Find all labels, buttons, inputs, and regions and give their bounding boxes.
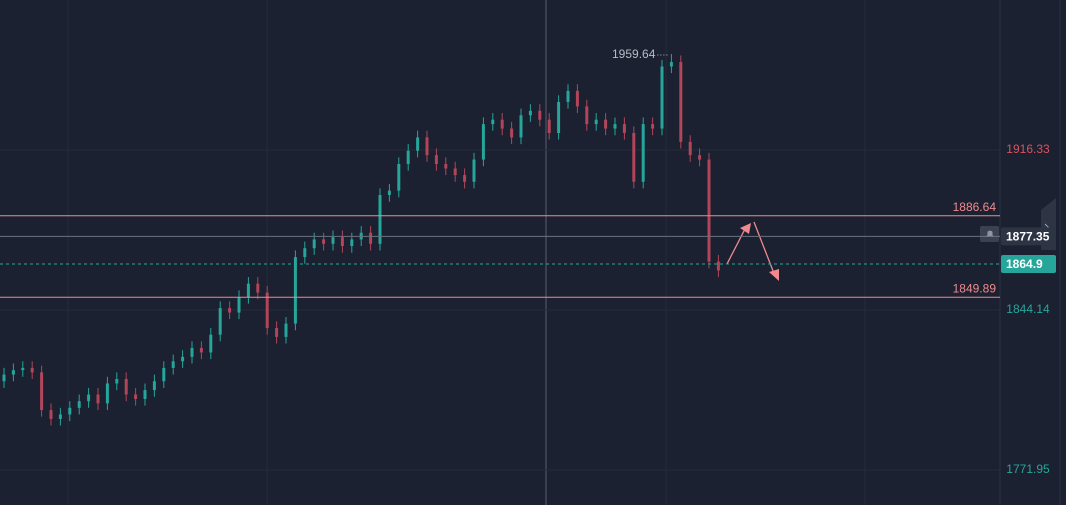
drawn-arrows [726,221,776,277]
candle-body [613,124,617,129]
candle-body [698,155,702,160]
candle-body [199,347,203,353]
candle-body [322,239,326,244]
candle-body [660,66,664,129]
candle-body [115,379,119,384]
price-box-label: 1877.35 [1006,230,1050,244]
candle-body [275,328,279,337]
candle-body [463,175,467,182]
candle-body [246,283,250,298]
candle-body [49,410,53,419]
candle-body [209,334,213,353]
candle-body [453,168,457,176]
candle-body [434,155,438,165]
arrow-up [726,226,747,265]
candle-body [566,90,570,102]
candle-body [538,110,542,120]
candle-body [369,232,373,244]
bell-icon [985,230,994,237]
candle-body [87,394,91,402]
candle-body [256,283,260,293]
candle-body [425,137,429,156]
candle-body [350,239,354,247]
candle-body [651,124,655,129]
candle-body [340,237,344,247]
candle-body [406,150,410,165]
high-annotation: 1959.64 [612,47,656,61]
candle-body [575,90,579,107]
candle-body [77,401,81,408]
candle-body [40,372,44,411]
candle-body [679,62,683,142]
candle-body [622,124,626,133]
candle-body [265,292,269,329]
candle-body [58,414,62,419]
candle-body [143,390,147,399]
candle-body [96,394,100,404]
candle-body [218,308,222,335]
candle-body [669,62,673,67]
candle-body [444,164,448,169]
price-box-label: 1864.9 [1006,257,1043,271]
candle-body [716,261,720,271]
candle-body [500,119,504,129]
candle-body [378,195,382,244]
arrow-head [769,269,779,281]
arrow-down [753,221,776,277]
candle-body [105,383,109,404]
candle-body [528,110,532,116]
candle-body [707,159,711,262]
candle-body [387,190,391,196]
candle-body [190,347,194,357]
candle-body [11,370,15,375]
candle-body [171,361,175,368]
candle-body [632,132,636,182]
price-box [1001,227,1056,246]
candle-body [181,356,185,362]
candle-body [416,137,420,151]
candle-body [472,159,476,182]
candle-body [21,367,25,371]
candle-body [162,367,166,382]
candle-body [604,119,608,129]
candle-body [481,124,485,160]
candle-body [557,101,561,133]
candle-body [293,257,297,324]
candle-body [152,381,156,391]
candle-body [519,115,523,138]
y-tick-label: 1771.95 [1006,462,1050,476]
candles [0,53,1000,471]
candle-body [510,128,514,138]
candle-body [284,323,288,337]
price-box [1001,254,1056,273]
candle-body [303,248,307,258]
candle-body [228,308,232,313]
candle-body [237,297,241,313]
y-tick-label: 1916.33 [1006,142,1050,156]
price-line-label: 1849.89 [953,281,997,295]
candle-body [30,367,34,373]
grid [67,0,866,505]
candle-body [491,119,495,125]
candle-body [134,394,138,399]
candle-body [585,106,589,125]
price-line-label: 1886.64 [953,200,997,214]
candle-body [688,141,692,156]
candle-body [68,407,72,415]
candle-body [2,374,6,382]
candle-body [641,124,645,182]
y-tick-label: 1844.14 [1006,302,1050,316]
candle-body [312,239,316,249]
candle-body [331,237,335,244]
candle-body [547,119,551,133]
candle-body [594,119,598,125]
arrow-head [740,223,751,234]
candle-body [124,379,128,395]
candle-body [397,164,401,191]
